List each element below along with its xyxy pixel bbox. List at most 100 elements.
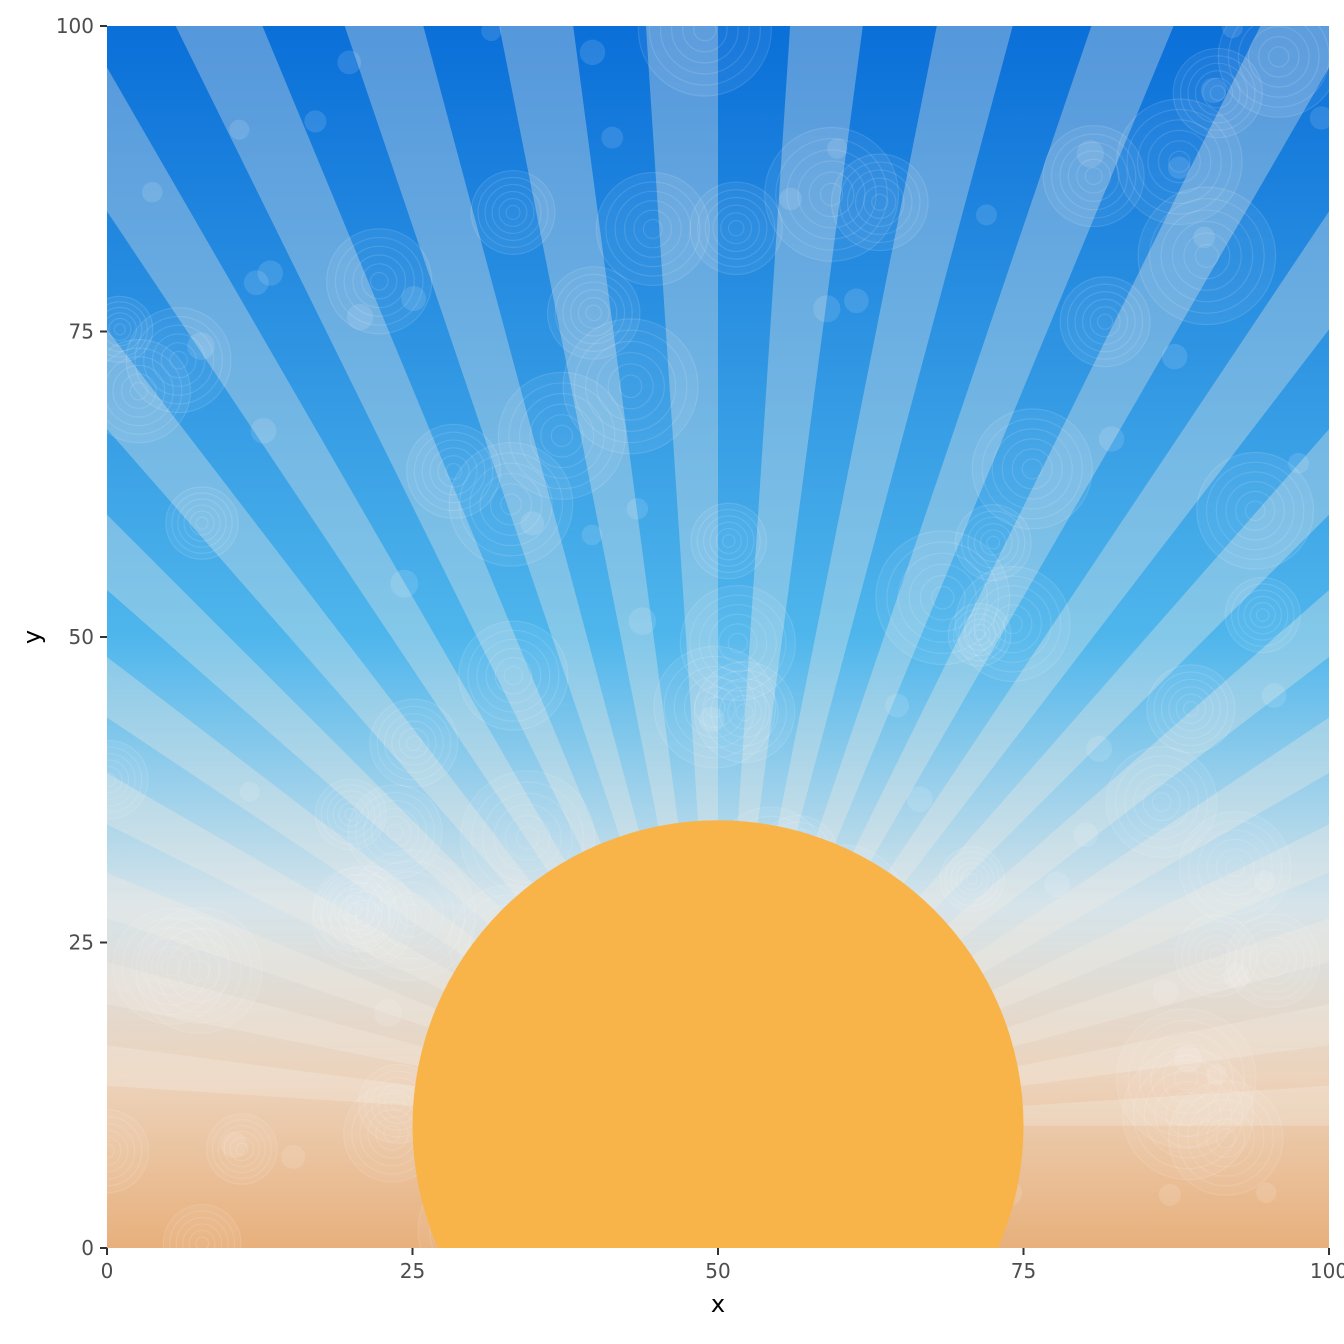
bubble-dot: [1205, 1063, 1228, 1086]
bubble-dot: [1309, 106, 1329, 130]
bubble: [1178, 810, 1292, 924]
bubble-dot: [229, 119, 250, 140]
bubble: [1146, 664, 1236, 754]
bubble: [1121, 1048, 1254, 1181]
bubble-dot: [401, 286, 427, 312]
bubble: [1224, 577, 1301, 654]
bubble-dot: [601, 126, 624, 149]
sun-ray: [107, 67, 718, 1126]
y-tick-label: 50: [69, 625, 94, 649]
bubble: [1116, 98, 1243, 226]
x-axis: 0 25 50 75 100: [101, 1248, 1344, 1283]
sun-ray: [645, 26, 718, 1126]
bubble: [205, 1113, 278, 1185]
bubble-dot: [1161, 343, 1188, 370]
bubble-dot: [1200, 77, 1227, 104]
bubble: [135, 906, 263, 1034]
bubble-dot: [844, 288, 869, 314]
bubble-dot: [221, 1131, 248, 1159]
bubble: [326, 228, 433, 335]
bubble: [1137, 186, 1277, 326]
sun-ray: [107, 656, 718, 1126]
bubble-dot: [626, 498, 649, 520]
bubble: [954, 504, 1032, 582]
bubble-dot: [187, 332, 215, 360]
bubble-dot: [390, 569, 419, 598]
bubble: [497, 371, 626, 500]
bubble: [954, 565, 1071, 683]
bubble-dot: [885, 693, 910, 718]
bubble: [347, 784, 443, 880]
bubble-dot: [520, 511, 545, 536]
bubble-dot: [304, 110, 327, 133]
x-tick-label: 0: [101, 1259, 114, 1283]
bubble: [112, 907, 230, 1025]
bubble-dot: [628, 607, 657, 636]
bubble: [1172, 47, 1263, 139]
bubble: [448, 441, 574, 567]
bubble: [1196, 451, 1315, 570]
bubble-dot: [779, 187, 802, 211]
y-axis-title: y: [18, 630, 46, 644]
bubble-dot: [1193, 226, 1216, 249]
bubble: [107, 338, 192, 444]
x-tick-label: 50: [705, 1259, 730, 1283]
bubble: [312, 867, 398, 952]
x-axis-title: x: [711, 1290, 725, 1318]
bubble: [693, 661, 796, 764]
bubble-dot: [906, 786, 933, 813]
bubble-dot: [1167, 156, 1191, 179]
bubble-dot: [813, 295, 841, 323]
bubble: [830, 153, 929, 252]
sun-ray: [718, 26, 863, 1126]
bubble-dot: [975, 204, 997, 226]
bubble: [107, 1109, 150, 1194]
bubble-dot: [698, 706, 725, 733]
bubble-dot: [346, 303, 374, 331]
bubble: [107, 739, 149, 820]
sun-ray: [107, 329, 718, 1126]
bubble: [162, 1203, 242, 1248]
sun-ray: [718, 1004, 1329, 1126]
bubble-dot: [250, 417, 277, 444]
bubble-dot: [281, 1144, 306, 1170]
bubble: [971, 408, 1093, 530]
bubble-dot: [141, 181, 163, 203]
bubble-dot: [581, 524, 603, 546]
bubble-dot: [1223, 962, 1250, 990]
bubble: [369, 698, 459, 788]
sun-ray: [718, 26, 1329, 1126]
y-tick-label: 25: [69, 931, 94, 955]
bubble-dot: [337, 50, 362, 75]
bubble: [875, 530, 1011, 666]
bubble-dot: [1044, 871, 1070, 898]
bubble: [1225, 913, 1321, 1009]
bubble-dot: [1158, 1183, 1181, 1207]
sun-ray: [107, 773, 718, 1126]
bubble: [458, 620, 569, 731]
y-tick-label: 0: [81, 1236, 94, 1260]
bubble: [637, 26, 772, 97]
bubble: [939, 846, 1005, 912]
bubble: [1174, 914, 1258, 998]
bubble: [165, 486, 239, 560]
bubble: [125, 307, 232, 414]
bubble: [764, 126, 900, 262]
bubble-dot: [239, 781, 260, 802]
bubble: [1115, 1008, 1257, 1149]
bubble-dot: [1073, 822, 1099, 848]
bubble: [1105, 746, 1218, 859]
bubble-dot: [481, 26, 502, 42]
x-tick-label: 25: [400, 1259, 425, 1283]
bubble: [690, 502, 768, 580]
bubble: [679, 584, 797, 702]
bubble-dot: [1173, 1044, 1202, 1073]
bubble: [689, 181, 783, 276]
bubble: [947, 602, 1012, 667]
bubble: [595, 171, 710, 287]
bubble: [1167, 1080, 1284, 1196]
bubble: [1217, 26, 1329, 118]
bubble-dot: [1086, 735, 1113, 762]
